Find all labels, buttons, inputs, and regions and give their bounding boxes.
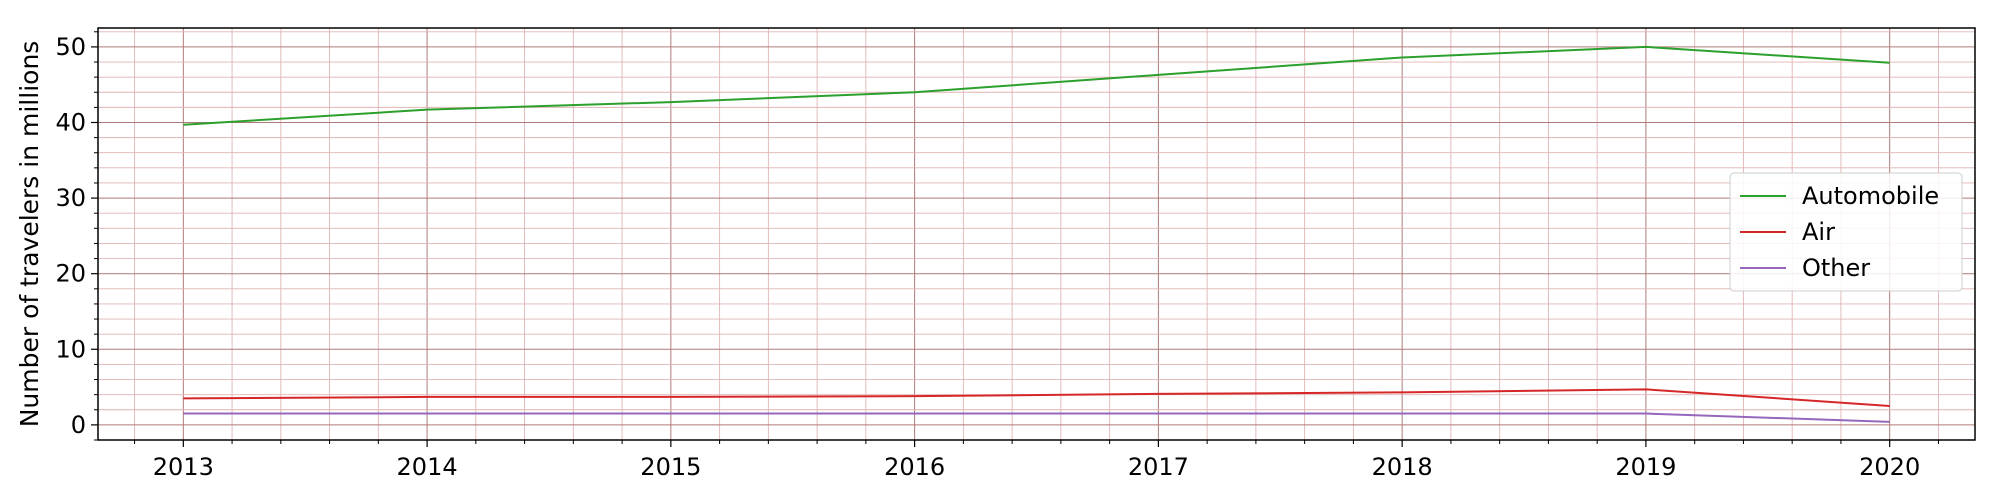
y-tick-label: 50 <box>55 33 86 61</box>
y-tick-label: 40 <box>55 108 86 136</box>
legend-label: Air <box>1802 218 1835 246</box>
x-tick-label: 2013 <box>153 453 214 481</box>
y-axis-title: Number of travelers in millions <box>15 41 44 428</box>
legend: Automobile Air Other <box>1729 172 1963 292</box>
y-tick-label: 20 <box>55 260 86 288</box>
y-tick-label: 30 <box>55 184 86 212</box>
x-tick-label: 2015 <box>640 453 701 481</box>
series-line-automobile <box>183 45 1890 126</box>
y-tick-label: 0 <box>71 411 86 439</box>
x-tick-label: 2020 <box>1859 453 1920 481</box>
x-tick-label: 2016 <box>884 453 945 481</box>
grid <box>98 28 1975 441</box>
axis-ticks: 2013 2014 2015 2016 2017 2018 2019 2020 0 10 20 30 4… <box>55 31 1939 481</box>
series-line-other <box>183 412 1890 423</box>
legend-label: Automobile <box>1802 182 1939 210</box>
x-tick-label: 2019 <box>1615 453 1676 481</box>
legend-label: Other <box>1802 254 1870 282</box>
x-tick-label: 2017 <box>1128 453 1189 481</box>
legend-box <box>1729 172 1963 292</box>
x-tick-label: 2018 <box>1372 453 1433 481</box>
series-lines <box>183 45 1890 423</box>
plot-frame <box>97 27 1976 441</box>
series-line-air <box>183 388 1890 407</box>
y-tick-label: 10 <box>55 335 86 363</box>
x-tick-label: 2014 <box>397 453 458 481</box>
